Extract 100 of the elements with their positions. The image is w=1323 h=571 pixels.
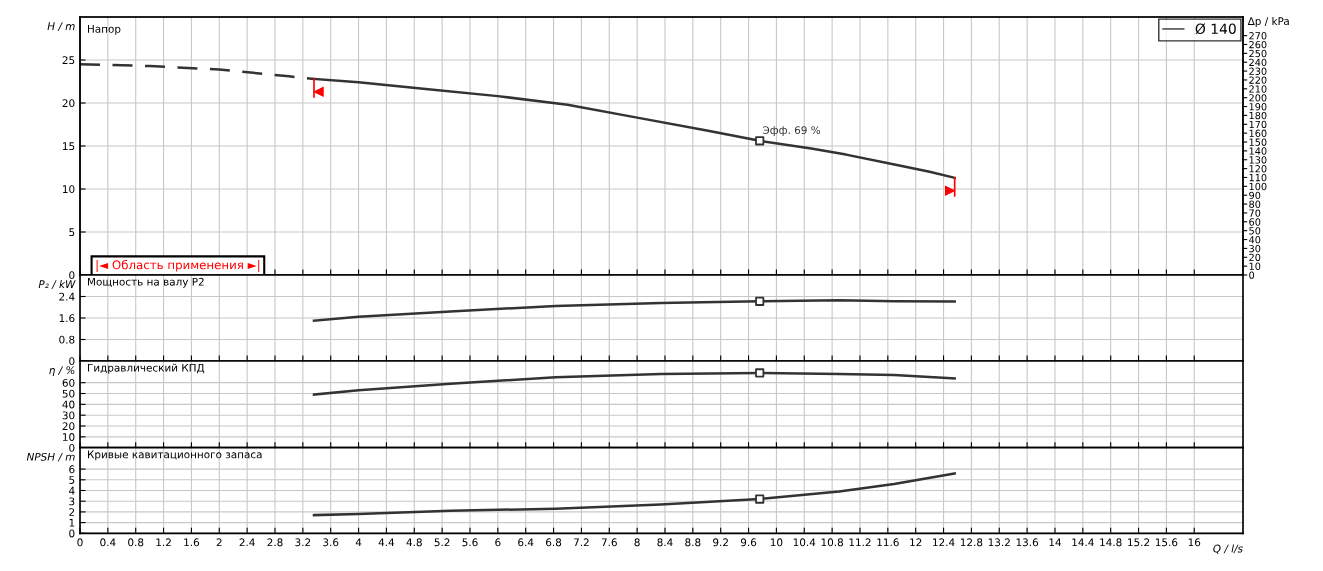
y2-tick-label: 260 xyxy=(1249,40,1267,49)
x-tick-label: 0 xyxy=(77,538,83,547)
x-tick-label: 0.4 xyxy=(100,538,116,547)
y2-tick-label: 250 xyxy=(1249,49,1267,58)
x-tick-label: 1.2 xyxy=(156,538,171,547)
x-tick-label: 9.2 xyxy=(713,538,728,547)
y2-tick-label: 80 xyxy=(1249,200,1261,208)
annotation: |◄ Область применения ►| xyxy=(96,259,260,272)
x-tick-label: 6.4 xyxy=(518,538,534,547)
y2-tick-label: 30 xyxy=(1249,244,1261,253)
y-axis-title: H / m xyxy=(47,22,75,31)
x-tick-label: 3.2 xyxy=(295,538,311,547)
y2-tick-label: 140 xyxy=(1249,147,1267,155)
y-tick-label: 2.4 xyxy=(59,292,75,301)
line-series xyxy=(312,472,956,517)
y2-tick-label: 220 xyxy=(1249,76,1267,84)
y-tick-label: 0 xyxy=(69,443,75,452)
x-tick-label: 0.8 xyxy=(128,538,144,547)
y-tick-label: 60 xyxy=(62,378,75,387)
annotation: Эфф. 69 % xyxy=(763,126,821,137)
y2-tick-label: 270 xyxy=(1249,32,1267,40)
y2-axis-title: Δp / kPa xyxy=(1247,17,1289,28)
y-tick-label: 3 xyxy=(69,497,75,506)
y2-tick-label: 100 xyxy=(1249,182,1267,191)
x-tick-label: 8.8 xyxy=(685,538,701,547)
x-tick-label: 4 xyxy=(355,538,362,547)
y2-tick-label: 210 xyxy=(1249,85,1267,93)
legend-label: Ø 140 xyxy=(1195,23,1236,35)
x-tick-label: 15.2 xyxy=(1128,538,1150,547)
chart-title: Мощность на валу P2 xyxy=(88,277,204,288)
y-tick-label: 40 xyxy=(62,400,75,409)
x-tick-label: 1.6 xyxy=(184,538,200,547)
y2-tick-label: 50 xyxy=(1249,227,1261,235)
y-tick-label: 6 xyxy=(69,465,75,474)
y-axis-title: NPSH / m xyxy=(26,452,75,462)
x-tick-label: 9.6 xyxy=(740,538,757,547)
y-tick-label: 10 xyxy=(63,185,75,194)
y-tick-label: 50 xyxy=(62,389,75,398)
x-tick-label: 6 xyxy=(495,538,501,547)
x-tick-label: 10.4 xyxy=(793,538,816,547)
y2-tick-label: 60 xyxy=(1249,218,1261,226)
x-tick-label: 11.6 xyxy=(877,538,899,547)
y-tick-label: 15 xyxy=(63,142,75,151)
x-tick-label: 11.2 xyxy=(849,538,871,547)
x-tick-label: 4.8 xyxy=(406,538,422,547)
x-tick-label: 14 xyxy=(1049,538,1062,547)
x-tick-label: 7.2 xyxy=(573,538,589,547)
x-tick-label: 13.2 xyxy=(988,538,1010,547)
y-tick-label: 0 xyxy=(69,271,75,280)
y2-tick-label: 90 xyxy=(1249,191,1261,200)
x-tick-label: 2 xyxy=(216,538,222,547)
x-tick-label: 7.6 xyxy=(601,538,617,547)
y-tick-label: 2 xyxy=(69,508,75,516)
y-tick-label: 25 xyxy=(62,56,75,65)
x-tick-label: 3.6 xyxy=(323,538,339,547)
chart-title: Кривые кавитационного запаса xyxy=(88,450,262,461)
y-tick-label: 5 xyxy=(69,476,75,484)
y2-tick-label: 200 xyxy=(1249,94,1267,102)
y2-tick-label: 180 xyxy=(1249,111,1267,120)
y2-tick-label: 230 xyxy=(1249,67,1267,75)
x-tick-label: 12.4 xyxy=(933,538,955,547)
x-tick-label: 15.6 xyxy=(1155,538,1178,547)
x-tick-label: 4.4 xyxy=(378,538,395,547)
y2-tick-label: 170 xyxy=(1249,120,1267,129)
x-tick-label: 10.8 xyxy=(821,538,843,547)
x-tick-label: 14.8 xyxy=(1100,538,1122,547)
x-tick-label: 5.6 xyxy=(462,538,478,547)
y2-tick-label: 160 xyxy=(1249,129,1267,137)
y-tick-label: 0 xyxy=(69,529,75,538)
y2-tick-label: 20 xyxy=(1249,253,1261,262)
y-tick-label: 0.8 xyxy=(59,335,75,344)
x-tick-label: 2.8 xyxy=(267,538,283,547)
y-tick-label: 5 xyxy=(69,228,75,237)
y2-tick-label: 150 xyxy=(1249,138,1267,146)
x-tick-label: 12.8 xyxy=(960,538,983,547)
y2-tick-label: 40 xyxy=(1249,236,1261,244)
y-tick-label: 30 xyxy=(62,411,75,420)
y2-tick-label: 0 xyxy=(1249,271,1255,279)
y2-tick-label: 10 xyxy=(1249,262,1261,270)
x-tick-label: 8.4 xyxy=(657,538,673,547)
y2-tick-label: 240 xyxy=(1249,58,1267,67)
x-tick-label: 6.8 xyxy=(546,538,562,547)
y-tick-label: 1.6 xyxy=(59,314,75,323)
x-tick-label: 8 xyxy=(634,538,640,547)
y2-tick-label: 120 xyxy=(1249,165,1267,173)
x-tick-label: 2.4 xyxy=(239,538,255,547)
x-tick-label: 13.6 xyxy=(1016,538,1039,547)
y-tick-label: 10 xyxy=(63,433,75,441)
y2-tick-label: 190 xyxy=(1249,103,1267,111)
x-axis-title: Q / l/s xyxy=(1213,544,1243,554)
text: Напор xyxy=(88,25,121,35)
y-axis-title: P₂ / kW xyxy=(38,280,76,289)
y-tick-label: 0 xyxy=(69,357,75,366)
x-tick-label: 14.4 xyxy=(1072,538,1094,547)
x-tick-label: 12 xyxy=(910,538,922,547)
x-tick-label: 5.2 xyxy=(434,538,450,547)
chart-title: Гидравлический КПД xyxy=(88,363,205,374)
y-tick-label: 4 xyxy=(69,486,75,495)
x-tick-label: 10 xyxy=(770,538,783,547)
y-tick-label: 1 xyxy=(69,518,75,527)
